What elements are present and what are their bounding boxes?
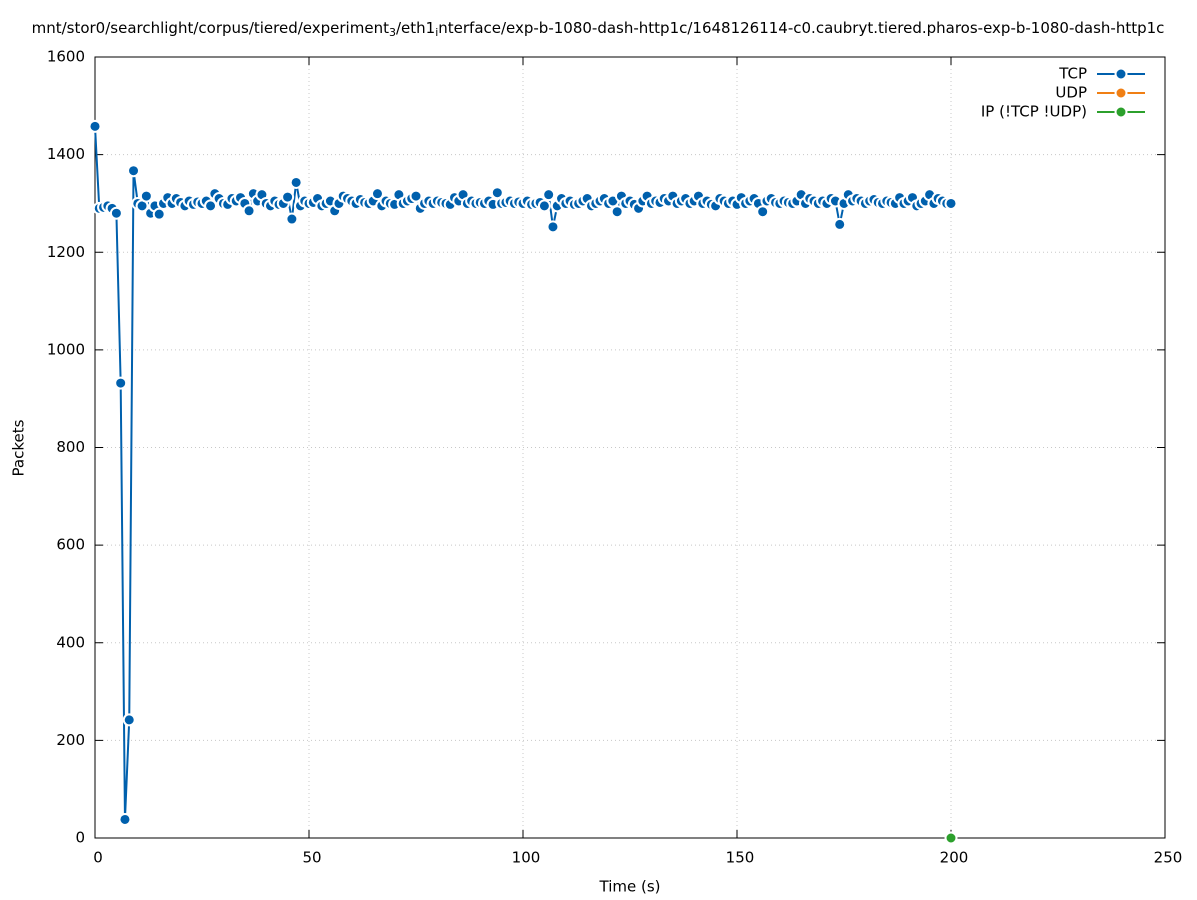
y-tick-label: 200 — [56, 731, 85, 749]
series-line — [94, 126, 951, 820]
y-tick-label: 0 — [75, 829, 85, 847]
x-tick-label: 0 — [93, 849, 103, 867]
data-point — [118, 812, 132, 826]
data-point — [139, 189, 153, 203]
y-tick-label: 1000 — [47, 340, 85, 358]
data-point — [114, 376, 128, 390]
data-point — [537, 199, 551, 213]
y-tick-label: 1400 — [47, 145, 85, 163]
legend-marker — [1114, 86, 1128, 100]
data-point — [546, 220, 560, 234]
data-point — [944, 196, 958, 210]
data-point — [833, 217, 847, 231]
title-part: mnt/stor0/searchlight/corpus/tiered/expe… — [32, 19, 389, 37]
y-tick-label: 400 — [56, 633, 85, 651]
y-tick-label: 600 — [56, 536, 85, 554]
x-tick-label: 150 — [726, 849, 755, 867]
data-point — [152, 207, 166, 221]
y-axis-label: Packets — [10, 419, 28, 476]
legend-marker — [1114, 105, 1128, 119]
grid — [94, 56, 1166, 839]
x-tick-label: 50 — [302, 849, 321, 867]
data-point — [409, 189, 423, 203]
data-point — [285, 212, 299, 226]
data-point — [204, 199, 218, 213]
title-subscript: 3 — [389, 26, 396, 39]
title-subscript: i — [435, 26, 438, 39]
legend-label: TCP — [1058, 65, 1087, 83]
data-point — [370, 187, 384, 201]
data-point — [756, 205, 770, 219]
data-point — [542, 188, 556, 202]
data-point — [127, 164, 141, 178]
x-tick-label: 250 — [1154, 849, 1183, 867]
data-point — [242, 204, 256, 218]
legend-label: IP (!TCP !UDP) — [981, 103, 1087, 121]
y-tick-label: 1600 — [47, 48, 85, 66]
data-point — [490, 186, 504, 200]
x-tick-label: 100 — [512, 849, 541, 867]
data-point — [109, 206, 123, 220]
legend-marker — [1114, 67, 1128, 81]
x-axis-label: Time (s) — [599, 878, 661, 896]
data-point — [88, 119, 102, 133]
title-part: nterface/exp-b-1080-dash-http1c/16481261… — [438, 19, 1164, 37]
data-point — [289, 175, 303, 189]
y-tick-label: 1200 — [47, 243, 85, 261]
data-point — [122, 713, 136, 727]
chart-title: mnt/stor0/searchlight/corpus/tiered/expe… — [32, 19, 1165, 40]
data-point — [944, 831, 958, 845]
data-point — [610, 205, 624, 219]
y-tick-label: 800 — [56, 438, 85, 456]
x-tick-label: 200 — [940, 849, 969, 867]
title-part: /eth1 — [396, 19, 435, 37]
legend-label: UDP — [1055, 84, 1087, 102]
data-point — [281, 190, 295, 204]
